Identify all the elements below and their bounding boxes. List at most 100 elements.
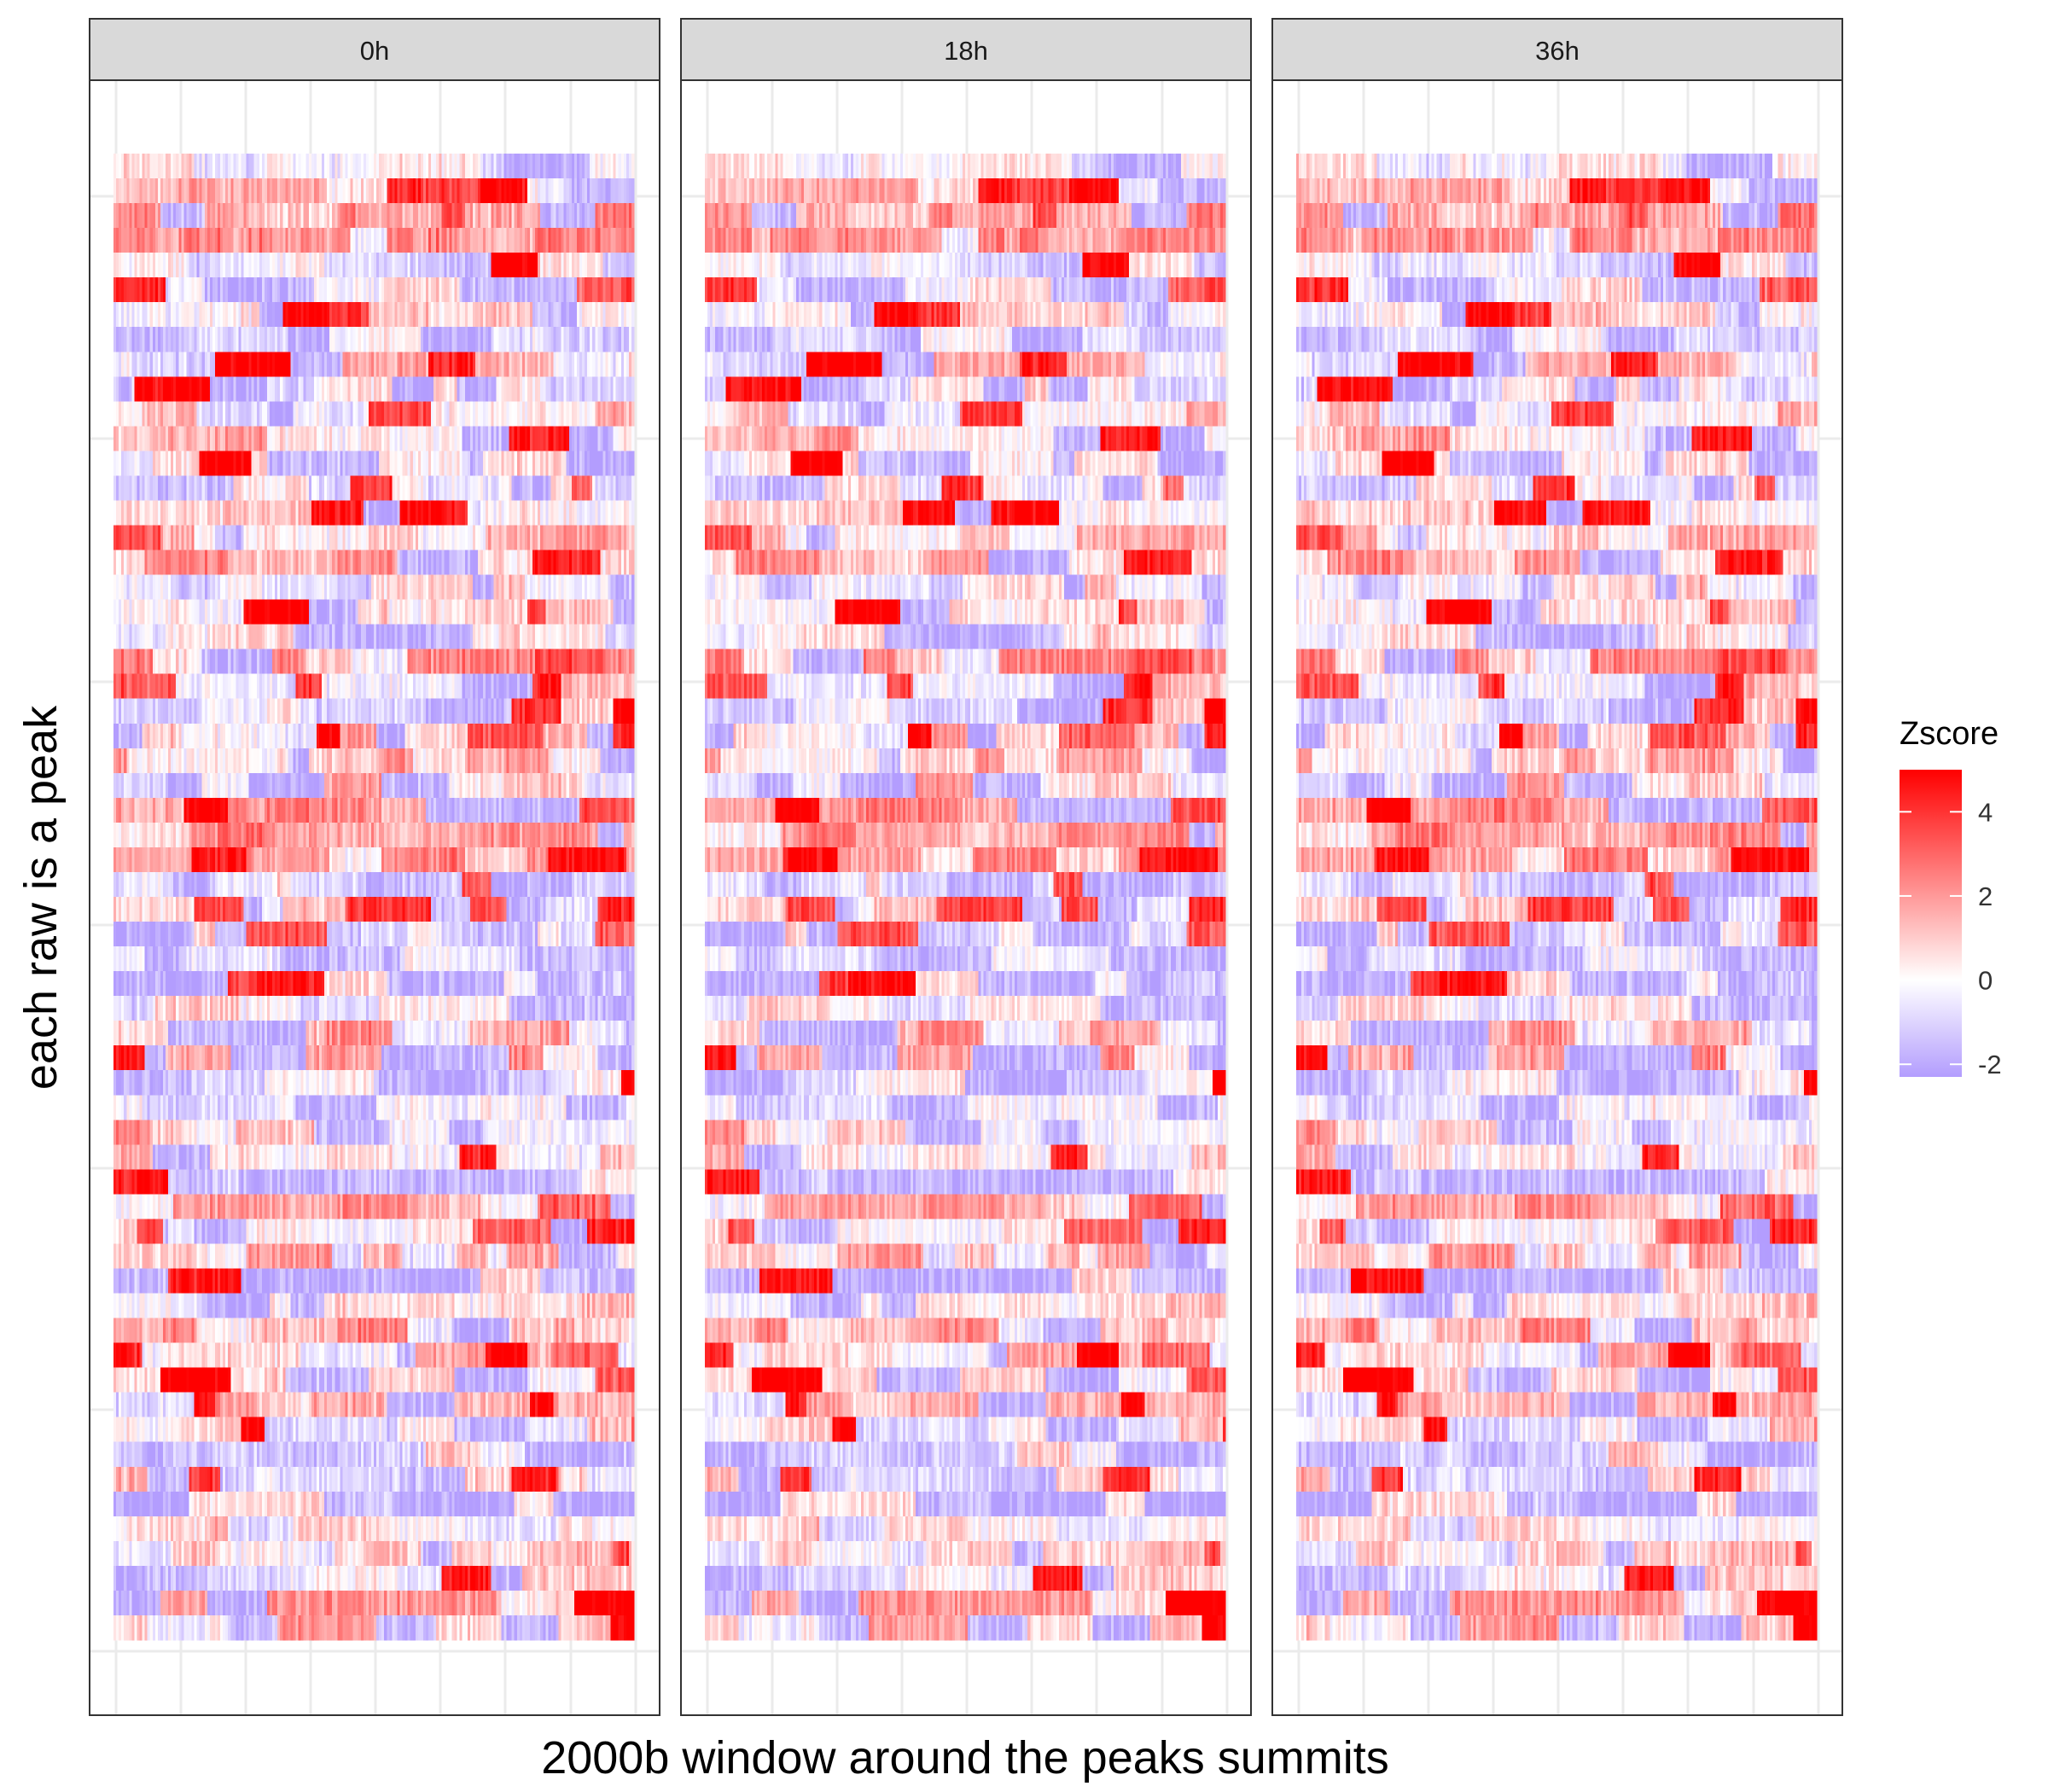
heatmap-cell bbox=[480, 550, 484, 575]
heatmap-cell bbox=[605, 376, 608, 402]
heatmap-cell bbox=[178, 748, 182, 774]
heatmap-cell bbox=[212, 401, 216, 427]
heatmap-cell bbox=[160, 426, 164, 451]
heatmap-cell bbox=[212, 327, 216, 352]
heatmap-cell bbox=[207, 376, 211, 402]
heatmap-cell bbox=[329, 253, 333, 278]
heatmap-cell bbox=[288, 451, 291, 476]
heatmap-cell bbox=[178, 723, 182, 749]
heatmap-cell bbox=[119, 698, 122, 724]
heatmap-cell bbox=[243, 451, 247, 476]
heatmap-cell bbox=[631, 352, 635, 377]
heatmap-cell bbox=[183, 426, 187, 451]
heatmap-cell bbox=[113, 352, 117, 377]
heatmap-cell bbox=[474, 277, 479, 303]
heatmap-cell bbox=[449, 302, 452, 328]
heatmap-cell bbox=[620, 426, 625, 451]
heatmap-cell bbox=[576, 475, 580, 501]
heatmap-cell bbox=[441, 748, 445, 774]
heatmap-cell bbox=[194, 599, 197, 625]
heatmap-cell bbox=[389, 352, 393, 377]
heatmap-cell bbox=[474, 748, 479, 774]
heatmap-cell bbox=[209, 525, 213, 550]
heatmap-cell bbox=[116, 426, 119, 451]
heatmap-cell bbox=[280, 475, 283, 501]
heatmap-cell bbox=[422, 426, 427, 451]
heatmap-cell bbox=[521, 723, 526, 749]
heatmap-cell bbox=[275, 550, 278, 575]
heatmap-cell bbox=[605, 228, 608, 253]
heatmap-cell bbox=[407, 723, 411, 749]
heatmap-cell bbox=[566, 525, 570, 550]
heatmap-cell bbox=[168, 574, 172, 600]
heatmap-cell bbox=[521, 475, 526, 501]
heatmap-cell bbox=[384, 723, 387, 749]
heatmap-cell bbox=[498, 203, 502, 229]
heatmap-cell bbox=[625, 673, 630, 700]
heatmap-cell bbox=[144, 154, 148, 179]
heatmap-cell bbox=[183, 475, 187, 501]
heatmap-cell bbox=[613, 426, 617, 451]
heatmap-cell bbox=[288, 624, 291, 650]
heatmap-cell bbox=[444, 723, 447, 749]
heatmap-cell bbox=[417, 451, 422, 476]
heatmap-cell bbox=[266, 475, 271, 501]
heatmap-cell bbox=[553, 203, 556, 229]
heatmap-cell bbox=[566, 352, 570, 377]
heatmap-cell bbox=[113, 401, 117, 427]
heatmap-cell bbox=[345, 599, 348, 625]
heatmap-cell bbox=[308, 500, 312, 526]
heatmap-cell bbox=[194, 624, 197, 650]
heatmap-cell bbox=[433, 203, 437, 229]
heatmap-cell bbox=[266, 327, 271, 352]
heatmap-cell bbox=[308, 748, 312, 774]
heatmap-cell bbox=[332, 673, 335, 700]
heatmap-cell bbox=[214, 624, 218, 650]
heatmap-cell bbox=[474, 673, 479, 700]
heatmap-cell bbox=[389, 673, 393, 700]
heatmap-cell bbox=[573, 624, 578, 650]
heatmap-cell bbox=[496, 178, 499, 204]
heatmap-cell bbox=[212, 698, 216, 724]
heatmap-cell bbox=[152, 624, 156, 650]
heatmap-cell bbox=[308, 723, 312, 749]
heatmap-cell bbox=[295, 624, 299, 650]
heatmap-cell bbox=[134, 624, 137, 650]
heatmap-cell bbox=[335, 376, 338, 402]
heatmap-cell bbox=[144, 228, 148, 253]
heatmap-cell bbox=[282, 302, 286, 328]
heatmap-cell bbox=[147, 352, 151, 377]
heatmap-cell bbox=[355, 550, 359, 575]
heatmap-cell bbox=[162, 203, 166, 229]
heatmap-cell bbox=[329, 203, 333, 229]
heatmap-cell bbox=[329, 500, 333, 526]
heatmap-cell bbox=[223, 624, 226, 650]
heatmap-cell bbox=[415, 624, 419, 650]
heatmap-cell bbox=[561, 401, 565, 427]
heatmap-cell bbox=[595, 624, 598, 650]
heatmap-cell bbox=[444, 203, 447, 229]
heatmap-cell bbox=[509, 550, 513, 575]
heatmap-cell bbox=[251, 451, 255, 476]
heatmap-cell bbox=[199, 475, 203, 501]
heatmap-cell bbox=[363, 178, 367, 204]
heatmap-cell bbox=[337, 624, 340, 650]
heatmap-cell bbox=[412, 698, 416, 724]
heatmap-cell bbox=[241, 748, 244, 774]
heatmap-cell bbox=[459, 673, 463, 700]
heatmap-cell bbox=[451, 748, 455, 774]
heatmap-cell bbox=[243, 426, 247, 451]
heatmap-cell bbox=[407, 253, 411, 278]
heatmap-cell bbox=[631, 376, 635, 402]
heatmap-cell bbox=[256, 376, 260, 402]
heatmap-cell bbox=[233, 203, 236, 229]
heatmap-cell bbox=[527, 277, 531, 303]
heatmap-cell bbox=[327, 451, 330, 476]
heatmap-cell bbox=[415, 277, 419, 303]
heatmap-cell bbox=[370, 302, 375, 328]
heatmap-cell bbox=[256, 698, 260, 724]
heatmap-cell bbox=[147, 698, 151, 724]
heatmap-cell bbox=[194, 352, 197, 377]
heatmap-cell bbox=[298, 203, 301, 229]
heatmap-cell bbox=[225, 352, 229, 377]
